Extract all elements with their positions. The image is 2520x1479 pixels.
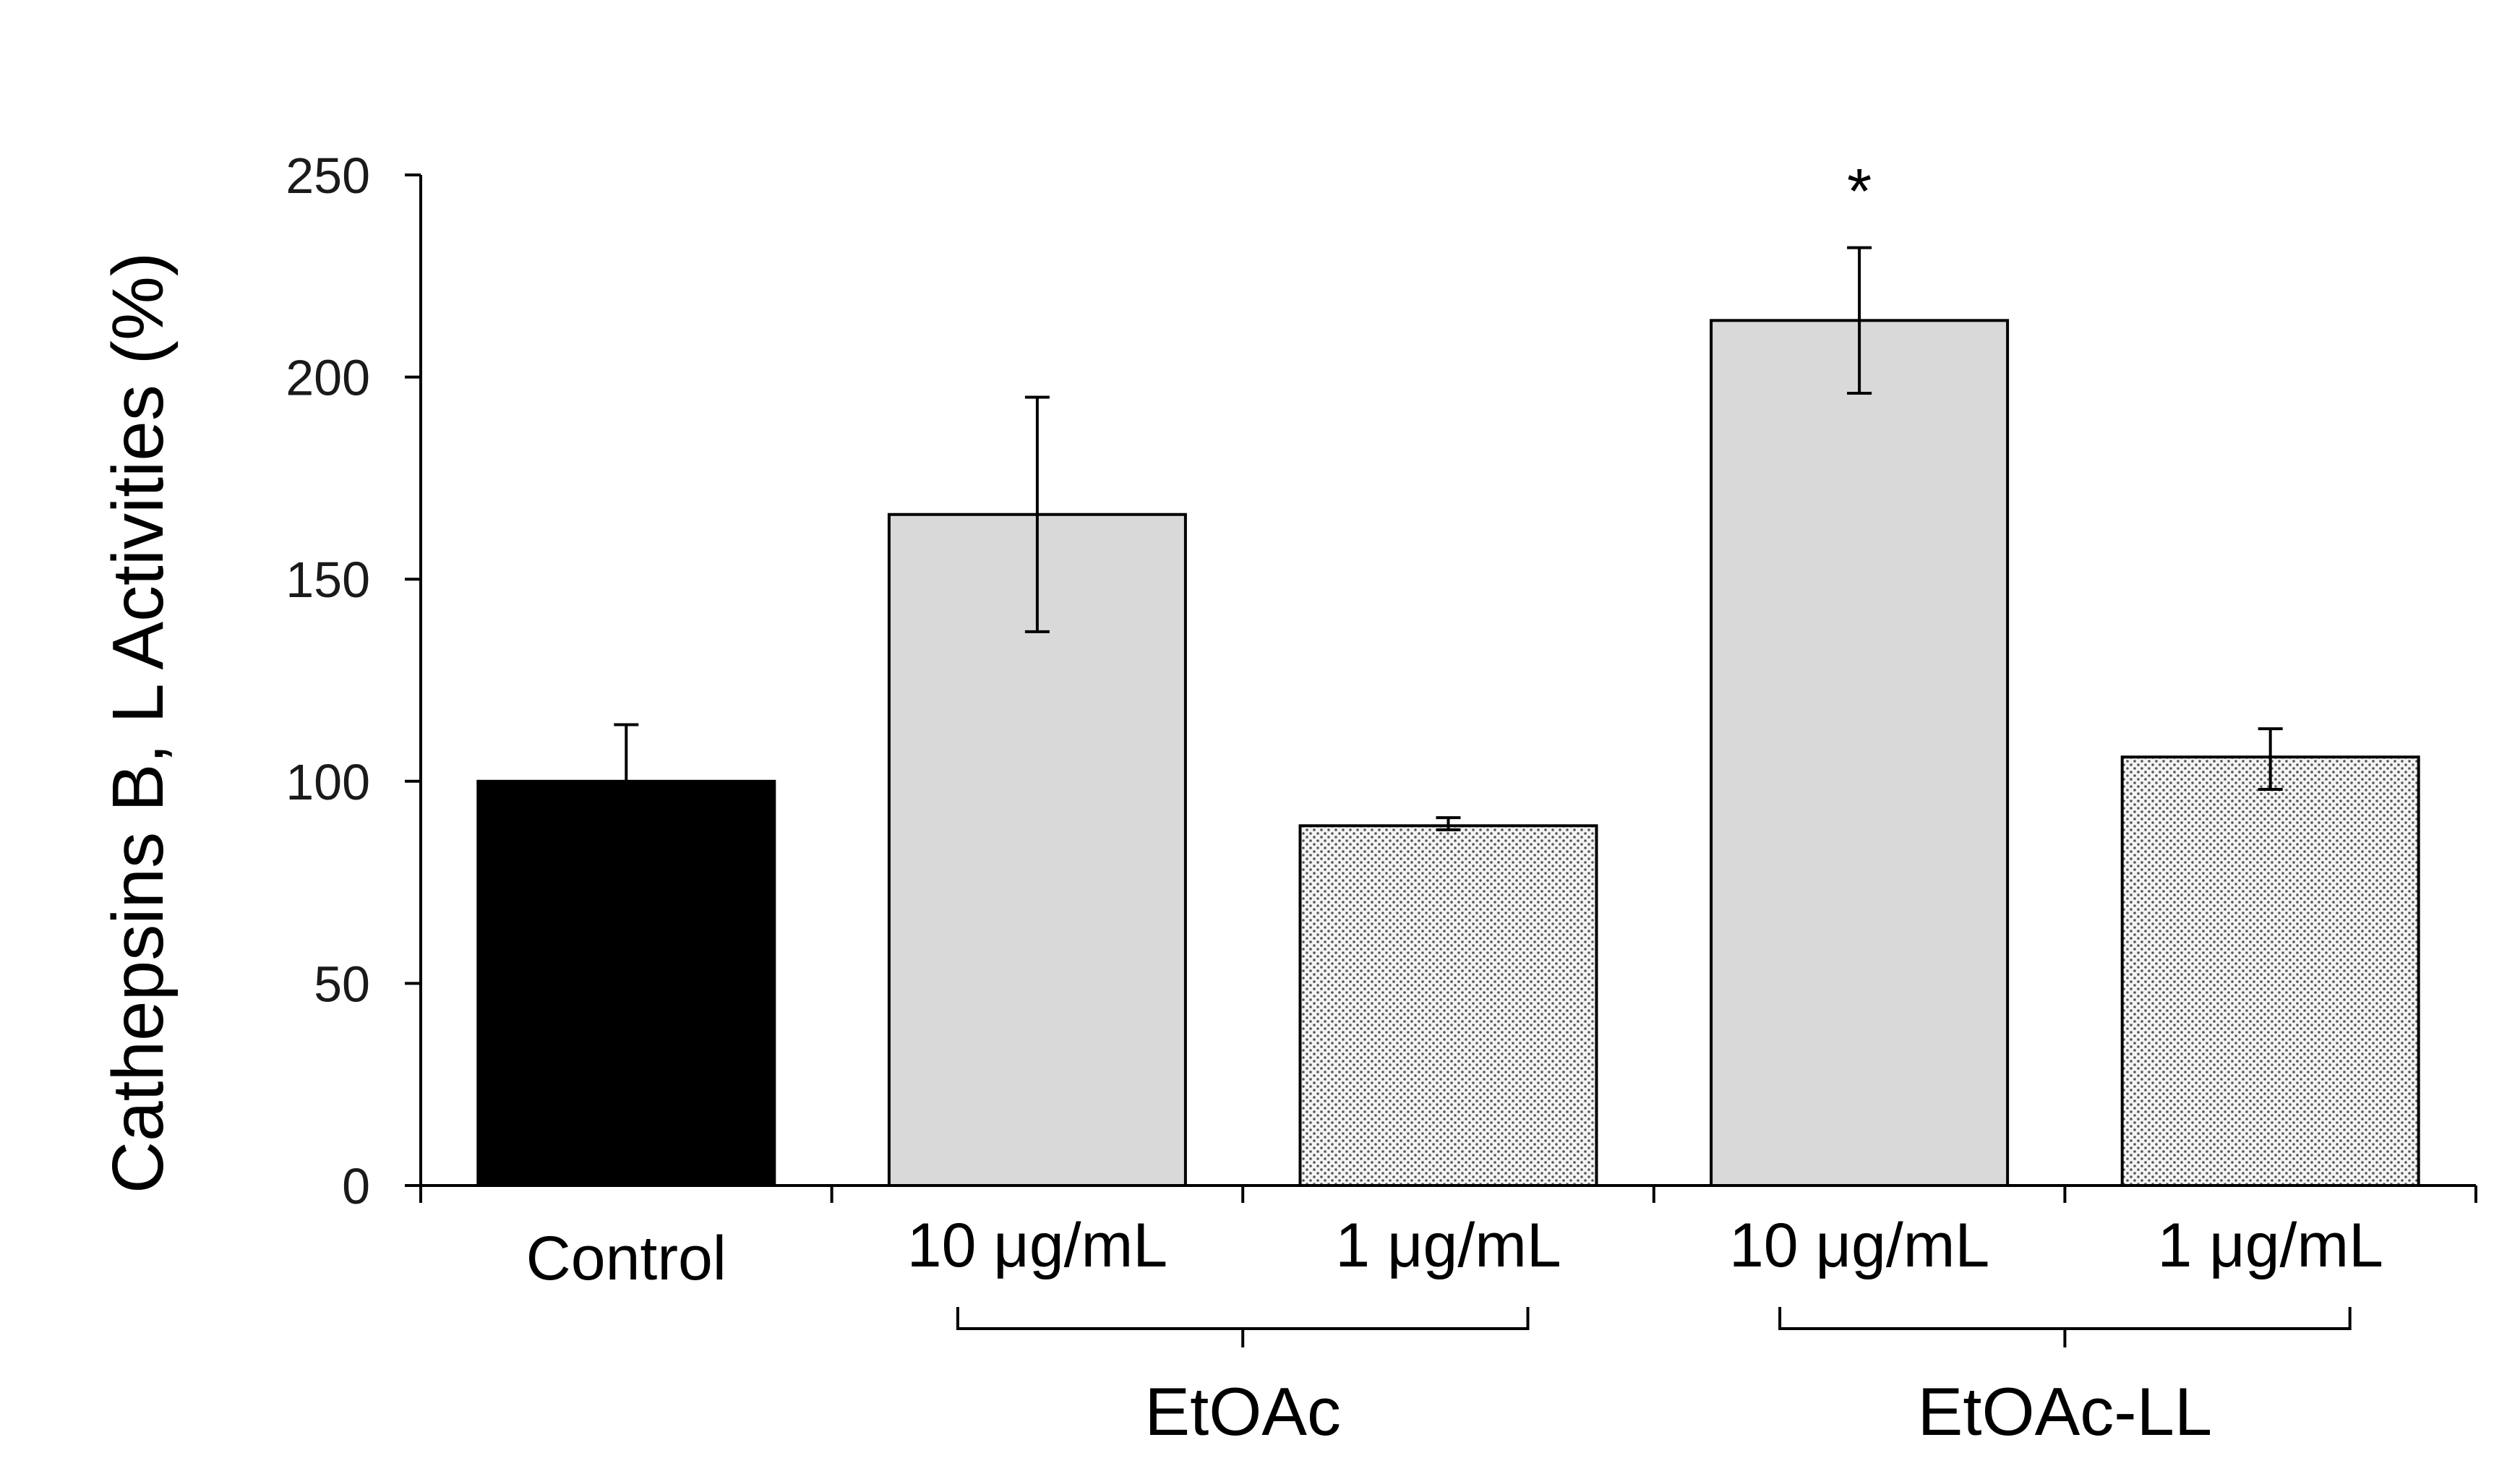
- error-bar-1: [614, 723, 639, 781]
- group-bracket-2: [1778, 1307, 2352, 1347]
- y-tick-label-200: 200: [286, 350, 370, 406]
- x-tick-label-5: 1 μg/mL: [2157, 1211, 2383, 1280]
- x-tick-label-3: 1 μg/mL: [1335, 1211, 1561, 1280]
- x-tick-label-1: Control: [526, 1224, 727, 1293]
- error-bar-2: [1024, 395, 1050, 633]
- error-bar-5: [2258, 727, 2283, 791]
- bar-3: [1298, 824, 1598, 1187]
- bar-4: [1710, 319, 2010, 1187]
- x-tick-label-4: 10 μg/mL: [1729, 1211, 1989, 1280]
- error-bar-3: [1436, 816, 1461, 831]
- significance-marker-1: *: [1847, 155, 1872, 227]
- y-tick-label-0: 0: [342, 1158, 370, 1214]
- y-tick-label-150: 150: [286, 552, 370, 608]
- y-tick-label-250: 250: [286, 147, 370, 204]
- error-bar-4: [1847, 246, 1872, 395]
- group-label-2: EtOAc-LL: [1918, 1373, 2213, 1449]
- group-bracket-1: [956, 1307, 1530, 1347]
- y-tick-label-50: 50: [314, 956, 370, 1012]
- group-label-1: EtOAc: [1144, 1373, 1341, 1449]
- y-tick-label-100: 100: [286, 754, 370, 810]
- bar-5: [2120, 755, 2420, 1188]
- x-tick-label-2: 10 μg/mL: [907, 1211, 1167, 1280]
- bar-1: [476, 779, 776, 1188]
- y-axis-title: Cathepsins B, L Activities (%): [98, 252, 179, 1193]
